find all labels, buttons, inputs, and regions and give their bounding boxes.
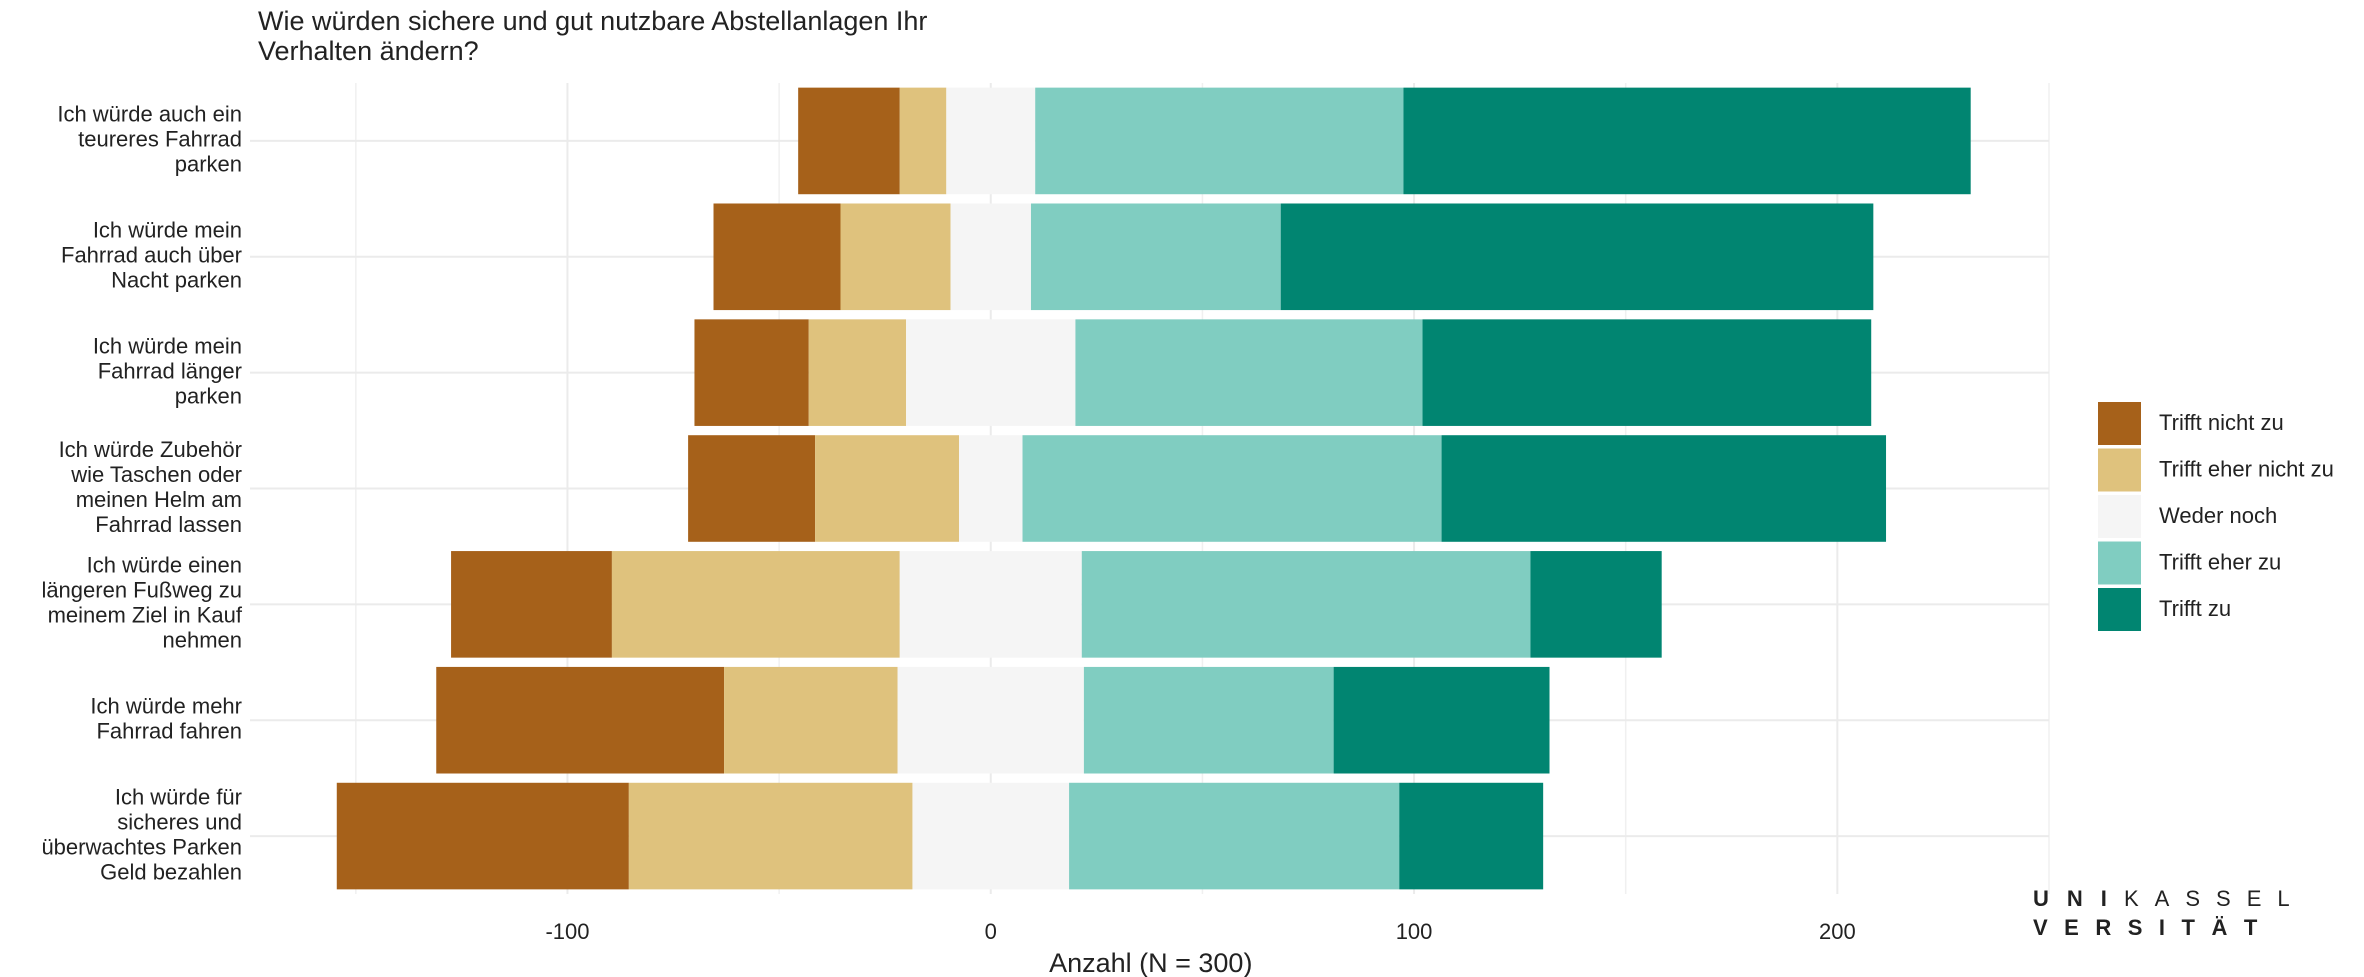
bar-segment (1530, 551, 1662, 658)
y-tick-label: Ich würde mein (93, 218, 242, 243)
y-tick-label: meinem Ziel in Kauf (48, 603, 243, 628)
y-tick-label: meinen Helm am (76, 487, 242, 512)
x-tick-label: 200 (1819, 919, 1856, 944)
bar-segment (1333, 666, 1550, 774)
bar-segment (336, 782, 629, 890)
logo-text: VERSITÄT (2033, 915, 2274, 940)
y-tick-label: Fahrrad fahren (96, 719, 242, 744)
x-tick-label: -100 (545, 919, 589, 944)
bar-segment (713, 203, 841, 311)
y-tick-label: längeren Fußweg zu (41, 578, 242, 603)
bar-segment (1069, 782, 1400, 890)
legend-swatch (2098, 448, 2141, 492)
bar-segment (897, 666, 1084, 774)
y-tick-label: Ich würde einen (87, 553, 242, 578)
bar-segment (808, 319, 907, 426)
bar-segment (912, 782, 1070, 890)
y-tick-label: Fahrrad lassen (95, 512, 242, 537)
y-tick-label: wie Taschen oder (70, 462, 242, 487)
bar-segment (1035, 87, 1404, 195)
bar-segment (1422, 319, 1872, 426)
bar-segment (688, 435, 816, 542)
y-tick-label: Ich würde auch ein (57, 102, 242, 127)
y-tick-label: Nacht parken (111, 268, 242, 293)
legend-swatch (2098, 402, 2141, 445)
bar-segment (899, 87, 947, 195)
legend-label: Trifft eher zu (2159, 549, 2281, 574)
bar-segment (840, 203, 951, 311)
y-tick-label: Ich würde mehr (90, 694, 242, 719)
legend-label: Trifft zu (2159, 596, 2231, 621)
x-axis-title: Anzahl (N = 300) (1049, 948, 1252, 977)
legend-label: Trifft eher nicht zu (2159, 456, 2334, 481)
bar-segment (1280, 203, 1874, 311)
bar-segment (798, 87, 900, 195)
bar-segment (451, 551, 612, 658)
legend-swatch (2098, 541, 2141, 585)
y-tick-label: nehmen (162, 628, 242, 653)
bar-segment (815, 435, 960, 542)
bar-segment (1030, 203, 1281, 311)
chart-title: Wie würden sichere und gut nutzbare Abst… (258, 6, 927, 36)
legend-label: Weder noch (2159, 503, 2277, 528)
bar-segment (724, 666, 898, 774)
legend-swatch (2098, 588, 2141, 631)
y-tick-label: parken (175, 152, 242, 177)
bar-segment (628, 782, 913, 890)
bar-segment (611, 551, 900, 658)
bar-segment (950, 203, 1031, 311)
x-tick-label: 100 (1396, 919, 1433, 944)
chart-title: Verhalten ändern? (258, 36, 479, 66)
y-tick-label: überwachtes Parken (41, 834, 242, 859)
y-tick-label: parken (175, 383, 242, 408)
y-tick-label: sicheres und (117, 809, 242, 834)
bar-segment (946, 87, 1036, 195)
legend-label: Trifft nicht zu (2159, 410, 2284, 435)
x-tick-label: 0 (985, 919, 997, 944)
y-tick-label: Fahrrad länger (98, 358, 242, 383)
y-tick-label: Ich würde für (115, 784, 242, 809)
bar-segment (1083, 666, 1334, 774)
bar-segment (694, 319, 809, 426)
y-tick-label: Geld bezahlen (100, 859, 242, 884)
bar-segment (436, 666, 725, 774)
bar-segment (1399, 782, 1544, 890)
logo-text: UNI (2033, 886, 2125, 911)
bar-segment (1403, 87, 1971, 195)
y-tick-label: Fahrrad auch über (61, 243, 242, 268)
bar-segment (959, 435, 1023, 542)
logo-text: KASSEL (2124, 886, 2306, 911)
bar-segment (899, 551, 1082, 658)
bar-segment (1441, 435, 1887, 542)
y-tick-label: Ich würde mein (93, 333, 242, 358)
bar-segment (906, 319, 1076, 426)
bar-segment (1075, 319, 1423, 426)
bar-segment (1081, 551, 1531, 658)
y-tick-label: teureres Fahrrad (78, 127, 242, 152)
legend-swatch (2098, 495, 2141, 538)
bar-segment (1022, 435, 1442, 542)
y-tick-label: Ich würde Zubehör (59, 437, 242, 462)
